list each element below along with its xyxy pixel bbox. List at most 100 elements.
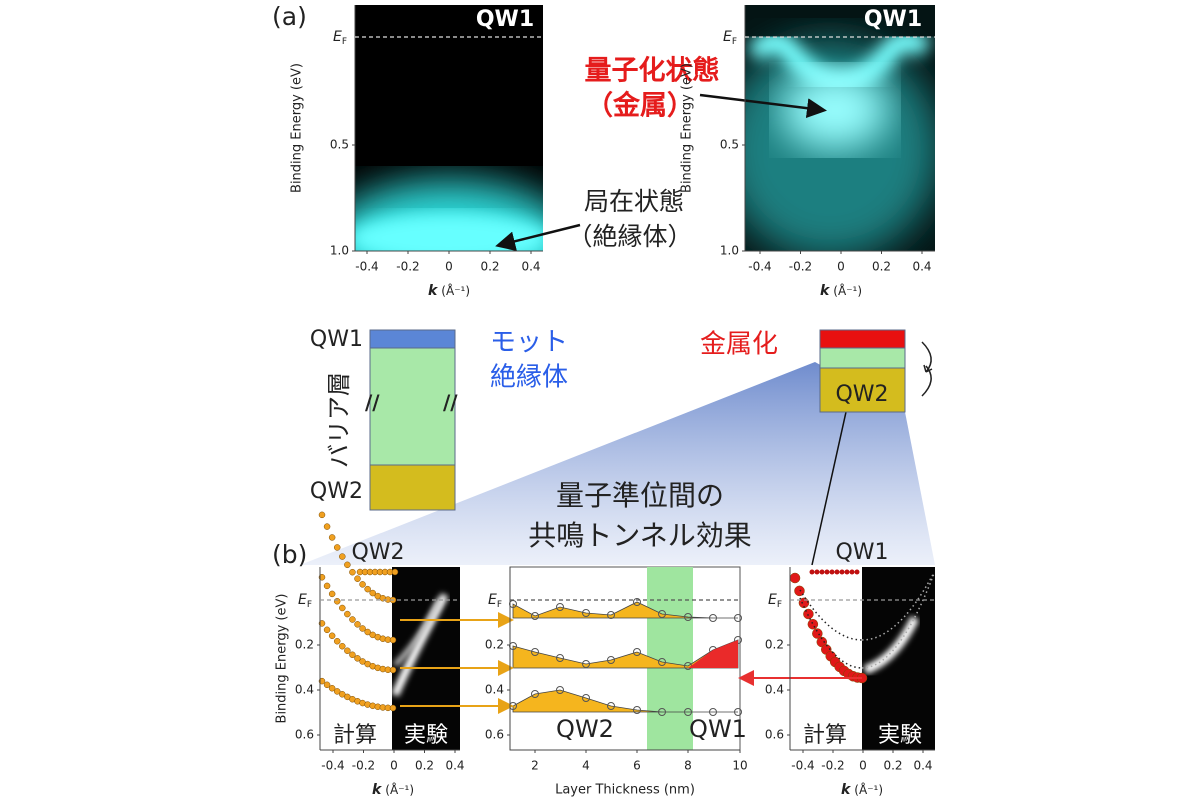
x-axis-label: k (Å⁻¹) — [428, 283, 470, 300]
ef-symbol: E — [333, 29, 342, 45]
ef-label: EF — [768, 592, 782, 610]
calc-dot — [339, 553, 346, 560]
calc-dot — [389, 636, 397, 644]
calc-dot — [819, 569, 825, 575]
calc-dot — [349, 651, 356, 659]
ef-symbol: E — [488, 592, 497, 608]
k-unit: (Å⁻¹) — [854, 782, 883, 797]
ef-subscript: F — [497, 600, 502, 610]
calc-dot — [344, 647, 351, 654]
calc-dot — [354, 575, 361, 582]
profile-point — [531, 648, 539, 656]
calc-dot — [333, 544, 341, 551]
calc-dot — [323, 582, 331, 590]
k-unit: (Å⁻¹) — [385, 782, 414, 797]
k-symbol: k — [820, 283, 831, 299]
y-tick-label: 0.4 — [485, 683, 504, 697]
calc-dot — [339, 691, 346, 698]
k-symbol: k — [372, 782, 383, 798]
arpes-image-left — [355, 5, 543, 251]
curved-arrow — [921, 365, 932, 397]
profile-point — [582, 609, 590, 617]
profile-point — [582, 660, 590, 668]
exp-label: 実験 — [878, 723, 922, 748]
calc-dot — [809, 569, 815, 575]
layer-label: QW2 — [310, 479, 363, 504]
calc-dot — [323, 681, 331, 689]
x-tick-label: 0 — [837, 260, 845, 274]
x-tick-label: 6 — [633, 759, 641, 773]
profile-point — [734, 614, 742, 622]
calc-dot — [359, 581, 366, 588]
calc-dot — [389, 704, 397, 712]
left-stack — [369, 329, 456, 511]
calc-dot — [803, 608, 814, 620]
arrow — [699, 93, 827, 119]
y-tick-label: 0.6 — [485, 728, 504, 742]
ef-subscript: F — [732, 37, 737, 47]
y-axis-label: Binding Energy (eV) — [680, 63, 695, 193]
calc-dot — [339, 604, 346, 612]
calc-label: 計算 — [333, 723, 377, 748]
y-tick-label: 0.4 — [295, 683, 314, 697]
profile-point — [658, 658, 666, 666]
profile-point — [607, 702, 615, 710]
calc-dot — [829, 569, 835, 575]
wave-profile — [512, 601, 738, 619]
k-symbol: k — [841, 782, 852, 798]
calc-dot — [328, 534, 336, 541]
calc-dot — [344, 561, 351, 569]
k-symbol: k — [428, 283, 439, 299]
x-tick-label: 10 — [732, 759, 747, 773]
x-tick-label: -0.2 — [789, 260, 812, 274]
y-tick-label: 0.2 — [295, 638, 314, 652]
panel-label: (a) — [272, 2, 307, 31]
x-tick-label: -0.2 — [821, 759, 844, 773]
x-tick-label: 0.4 — [913, 759, 932, 773]
profile-point — [607, 656, 615, 664]
x-tick-label: -0.2 — [352, 759, 375, 773]
profile-point — [582, 694, 590, 702]
annotation: （絶縁体） — [567, 222, 692, 251]
profile-point — [734, 708, 742, 716]
ef-symbol: E — [723, 29, 732, 45]
y-tick-label: 0.2 — [765, 638, 784, 652]
profile-point — [556, 686, 564, 694]
calc-dot — [794, 585, 805, 597]
y-tick-label: 1.0 — [720, 244, 739, 258]
calc-dot — [333, 688, 341, 695]
calc-dot — [333, 637, 341, 645]
layer-label: QW1 — [310, 327, 363, 352]
profile-point — [709, 614, 717, 622]
profile-point — [556, 654, 564, 662]
x-tick-label: 0 — [390, 759, 398, 773]
exp-image-left — [392, 567, 460, 750]
calc-dot — [349, 568, 356, 576]
profile-point — [633, 598, 641, 606]
x-tick-label: 0.4 — [521, 260, 540, 274]
calc-dot — [339, 642, 346, 650]
y-tick-label: 0.5 — [330, 138, 349, 152]
qw1-band — [647, 567, 693, 750]
calc-dot — [814, 569, 820, 575]
x-tick-label: 0.2 — [883, 759, 902, 773]
x-tick-label: -0.4 — [355, 260, 378, 274]
calc-dot — [807, 618, 819, 630]
mott-label: モット — [490, 328, 568, 358]
x-tick-label: -0.4 — [791, 759, 814, 773]
profile-point — [684, 613, 692, 621]
y-tick-label: 0.5 — [720, 138, 739, 152]
profile-point — [633, 648, 641, 656]
x-tick-label: 0.4 — [912, 260, 931, 274]
x-tick-label: 0.2 — [480, 260, 499, 274]
x-tick-label: 0.2 — [872, 260, 891, 274]
calc-dot — [854, 569, 860, 575]
calc-dot — [354, 655, 361, 662]
profile-point — [658, 610, 666, 618]
calc-dot — [812, 628, 823, 639]
calc-dot — [323, 523, 331, 530]
calc-dot — [844, 569, 850, 575]
x-tick-label: 4 — [582, 759, 590, 773]
